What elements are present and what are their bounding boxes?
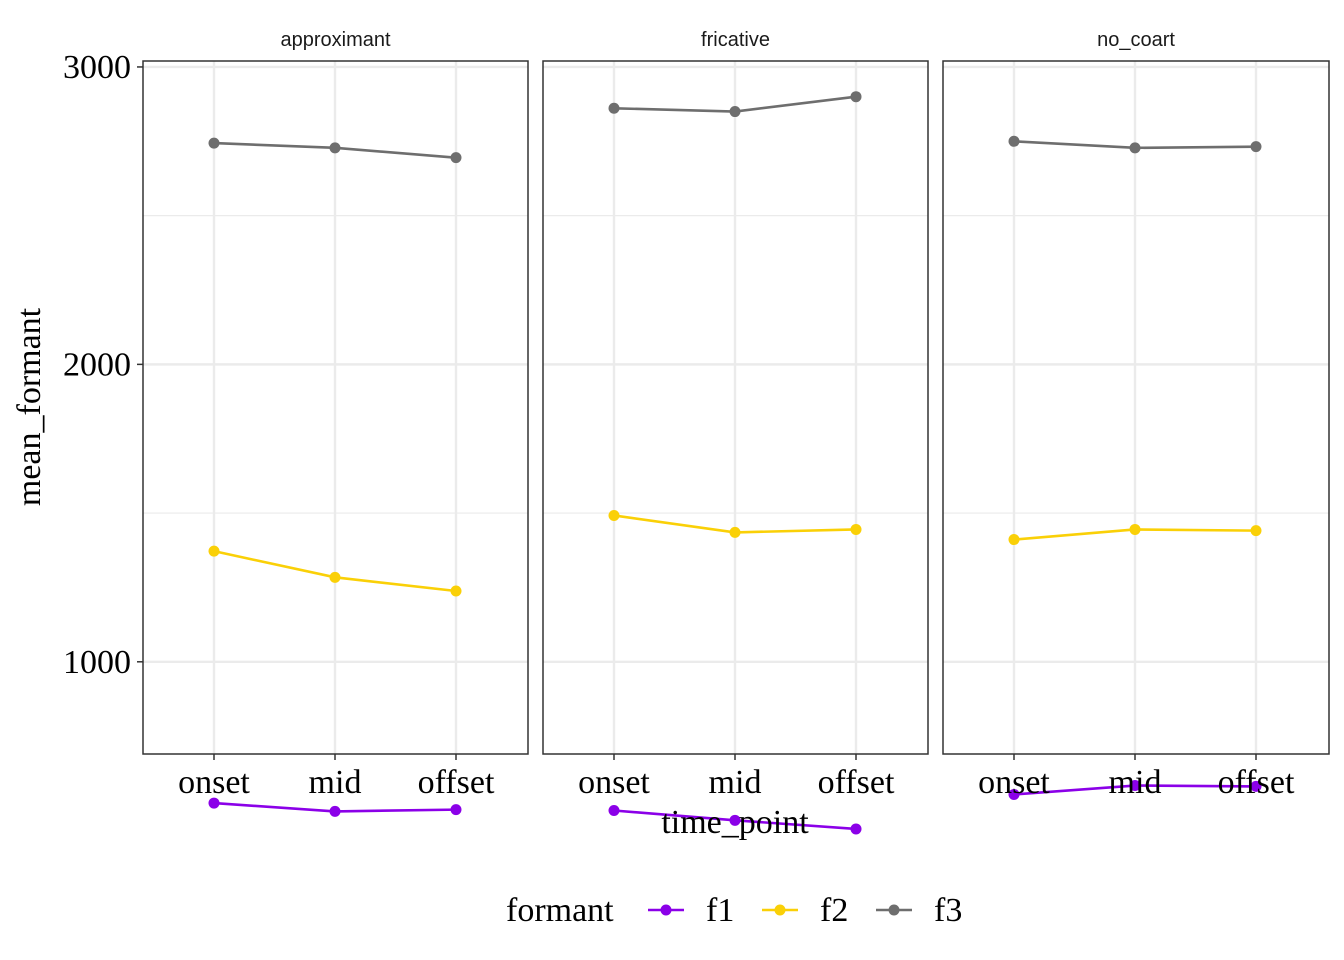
data-point bbox=[608, 805, 620, 817]
facets-layer: approximant onset mid offset fricative onset m… bbox=[142, 29, 1330, 835]
facet-approximant: approximant onset mid offset bbox=[142, 29, 529, 817]
data-point bbox=[208, 137, 220, 149]
series-f1 bbox=[608, 805, 862, 835]
data-point bbox=[608, 509, 620, 521]
y-axis: 1000 2000 3000 bbox=[63, 49, 143, 681]
legend-key-point bbox=[888, 904, 900, 916]
legend-key-point bbox=[660, 904, 672, 916]
series-f2 bbox=[608, 509, 862, 538]
facet-title: fricative bbox=[701, 29, 770, 51]
x-tick-label: mid bbox=[709, 764, 762, 801]
data-point bbox=[1250, 780, 1262, 792]
series-f3 bbox=[208, 137, 462, 164]
legend-label: f3 bbox=[934, 892, 962, 929]
facet-title: no_coart bbox=[1097, 29, 1175, 51]
y-tick-label: 1000 bbox=[63, 644, 131, 681]
legend-entry-f2: f2 bbox=[762, 892, 848, 929]
x-tick-label: offset bbox=[818, 764, 895, 801]
data-point bbox=[208, 797, 220, 809]
legend-label: f1 bbox=[706, 892, 734, 929]
data-point bbox=[850, 523, 862, 535]
data-point bbox=[208, 545, 220, 557]
data-point bbox=[1129, 523, 1141, 535]
legend-entry-f3: f3 bbox=[876, 892, 962, 929]
series-f3 bbox=[608, 91, 862, 118]
data-point bbox=[329, 142, 341, 154]
x-tick-label: onset bbox=[178, 764, 250, 801]
data-point bbox=[729, 106, 741, 118]
x-tick-label: onset bbox=[978, 764, 1050, 801]
data-point bbox=[850, 91, 862, 103]
data-point bbox=[329, 571, 341, 583]
data-point bbox=[850, 823, 862, 835]
series-f2 bbox=[208, 545, 462, 597]
data-point bbox=[1008, 135, 1020, 147]
data-point bbox=[450, 804, 462, 816]
legend: formant f1 f2 f3 bbox=[506, 892, 962, 929]
x-tick-label: mid bbox=[1109, 764, 1162, 801]
data-point bbox=[329, 805, 341, 817]
series-f2 bbox=[1008, 523, 1262, 546]
data-point bbox=[1129, 142, 1141, 154]
x-tick-label: offset bbox=[1218, 764, 1295, 801]
data-point bbox=[450, 585, 462, 597]
legend-label: f2 bbox=[820, 892, 848, 929]
series-f1 bbox=[208, 797, 462, 817]
data-point bbox=[450, 152, 462, 164]
data-point bbox=[729, 814, 741, 826]
x-tick-label: offset bbox=[418, 764, 495, 801]
data-point bbox=[608, 102, 620, 114]
facet-title: approximant bbox=[280, 29, 391, 51]
data-point bbox=[1008, 788, 1020, 800]
legend-entry-f1: f1 bbox=[648, 892, 734, 929]
panel-border bbox=[942, 60, 1330, 755]
x-tick-label: mid bbox=[309, 764, 362, 801]
legend-title: formant bbox=[506, 892, 614, 929]
legend-key-point bbox=[774, 904, 786, 916]
data-point bbox=[1250, 141, 1262, 153]
x-axis-title: time_point bbox=[661, 804, 809, 841]
y-axis-title: mean_formant bbox=[11, 307, 48, 506]
data-point bbox=[729, 526, 741, 538]
data-point bbox=[1008, 534, 1020, 546]
series-f1 bbox=[1008, 780, 1262, 800]
data-point bbox=[1129, 780, 1141, 792]
data-point bbox=[1250, 525, 1262, 537]
facet-fricative: fricative onset mid offset bbox=[542, 29, 929, 835]
y-tick-label: 2000 bbox=[63, 346, 131, 383]
series-f3 bbox=[1008, 135, 1262, 154]
y-tick-label: 3000 bbox=[63, 49, 131, 86]
x-tick-label: onset bbox=[578, 764, 650, 801]
